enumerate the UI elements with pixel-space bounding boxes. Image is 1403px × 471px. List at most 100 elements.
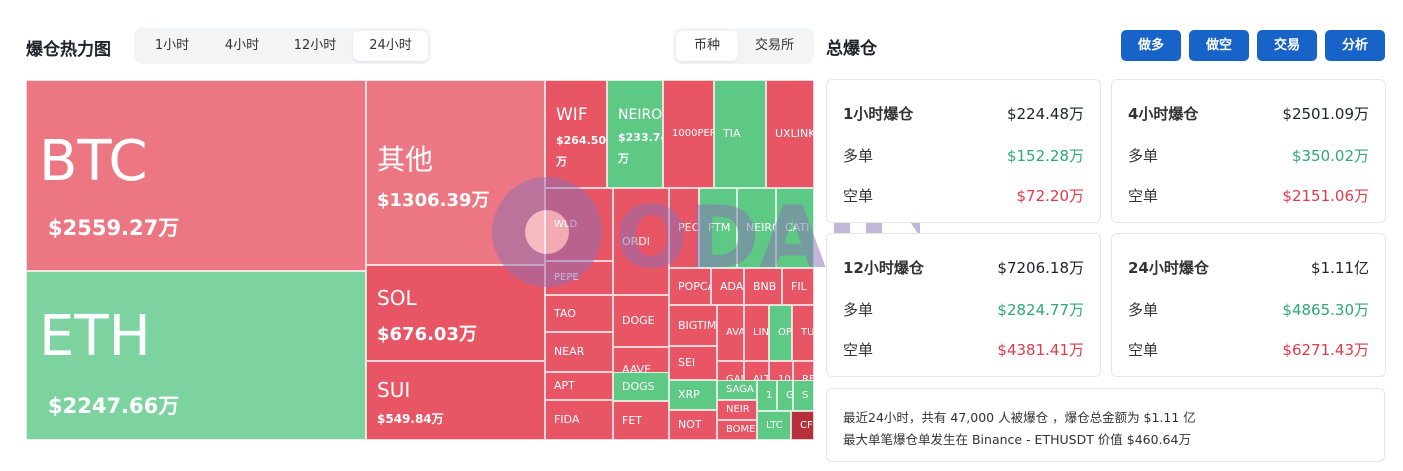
tile-neiro[interactable]: NEIRO — [737, 188, 776, 268]
tile-s[interactable]: S — [793, 380, 814, 411]
tile-symbol: NEIR — [726, 404, 750, 415]
tile-amount: $2247.66万 — [48, 394, 180, 418]
tab-1h[interactable]: 1小时 — [154, 38, 190, 53]
tile-1[interactable]: 1 — [757, 380, 777, 411]
long-value: $152.28万 — [1006, 147, 1084, 165]
tile-symbol: BOME — [726, 424, 756, 435]
tile-cfx[interactable]: CFX — [791, 411, 814, 440]
tile-ada[interactable]: ADA — [711, 268, 744, 305]
tile-other[interactable]: 其他 $1306.39万 — [366, 80, 545, 265]
liquidation-treemap: BTC $2559.27万 ETH $2247.66万 其他 $1306.39万… — [26, 80, 814, 440]
tile-symbol: XRP — [678, 388, 700, 401]
tile-amount: $549.84万 — [377, 412, 444, 426]
tile-wld[interactable]: WLD — [545, 188, 613, 261]
tile-g[interactable]: G — [777, 380, 793, 411]
tile-symbol: NEAR — [554, 345, 585, 358]
tile-uxlink[interactable]: UXLINK — [766, 80, 814, 188]
tile-symbol: WLD — [554, 219, 578, 230]
tile-bome[interactable]: BOME — [717, 420, 757, 440]
tile-op[interactable]: OP — [769, 305, 792, 361]
tile-ltc[interactable]: LTC — [757, 411, 791, 440]
tile-amount: $233.74 — [618, 131, 662, 144]
tile-sol[interactable]: SOL $676.03万 — [366, 265, 545, 361]
tile-symbol: GALA — [726, 374, 743, 385]
tile-symbol: LTC — [766, 420, 783, 431]
tile-amount-unit: 万 — [556, 155, 567, 168]
tile-bigtime[interactable]: BIGTIME — [669, 305, 717, 346]
tile-symbol: APT — [554, 379, 575, 392]
tile-sei[interactable]: SEI — [669, 346, 717, 380]
tile-not[interactable]: NOT — [669, 410, 717, 440]
tile-apt[interactable]: APT — [545, 372, 613, 400]
tile-symbol: TURBO — [801, 327, 814, 338]
tile-symbol: 1 — [766, 390, 773, 401]
tile-saga[interactable]: SAGA — [717, 380, 757, 400]
tile-ftm[interactable]: FTM — [699, 188, 737, 268]
tab-12h[interactable]: 12小时 — [293, 38, 337, 53]
trade-button[interactable]: 交易 — [1257, 30, 1317, 61]
tile-doge[interactable]: DOGE — [613, 295, 669, 347]
tile-symbol: PEOPLE — [678, 221, 699, 234]
tile-symbol: 其他 — [377, 143, 434, 176]
tab-4h[interactable]: 4小时 — [224, 38, 260, 53]
tab-exchange[interactable]: 交易所 — [754, 38, 794, 53]
tile-neiro[interactable]: NEIRO $233.74 万 — [607, 80, 663, 188]
tile-symbol: ETH — [39, 304, 151, 369]
card-total: $1.11亿 — [1311, 259, 1369, 277]
tile-symbol: ALT — [753, 374, 768, 385]
tile-link[interactable]: LINK — [744, 305, 769, 361]
tile-symbol: CATI — [785, 221, 810, 234]
tile-1000pepe[interactable]: 1000PEPE — [663, 80, 714, 188]
tile-tia[interactable]: TIA — [714, 80, 766, 188]
tile-symbol: BIGTIME — [678, 319, 717, 332]
card-total: $2501.09万 — [1282, 105, 1369, 123]
tile-symbol: NOT — [678, 418, 702, 431]
long-value: $2824.77万 — [997, 301, 1084, 319]
tile-symbol: UXLINK — [775, 127, 814, 140]
tile-symbol: NEIRO — [746, 221, 775, 234]
tile-symbol: FTM — [708, 221, 731, 234]
tile-symbol: G — [786, 390, 793, 401]
tile-near[interactable]: NEAR — [545, 332, 613, 372]
tab-24h[interactable]: 24小时 — [353, 31, 428, 61]
tab-coin[interactable]: 币种 — [676, 31, 738, 61]
tile-symbol: DOGS — [622, 380, 655, 393]
tile-fet[interactable]: FET — [613, 401, 669, 440]
tile-xrp[interactable]: XRP — [669, 380, 717, 410]
tile-dogs[interactable]: DOGS — [613, 372, 669, 401]
card-total: $7206.18万 — [997, 259, 1084, 277]
tile-eth[interactable]: ETH $2247.66万 — [26, 271, 366, 440]
tile-symbol: 10 — [778, 374, 791, 385]
analysis-button[interactable]: 分析 — [1325, 30, 1385, 61]
card-4h: 4小时爆仓 $2501.09万 多单 $350.02万 空单 $2151.06万 — [1111, 79, 1386, 223]
tile-sui[interactable]: SUI $549.84万 — [366, 361, 545, 440]
tile-symbol: LINK — [753, 327, 769, 338]
tile-symbol: RE — [802, 374, 813, 385]
tile-pepe[interactable]: PEPE — [545, 261, 613, 295]
tile-cati[interactable]: CATI — [776, 188, 814, 268]
time-range-tabs: 1小时 4小时 12小时 24小时 — [134, 28, 431, 64]
tile-fil[interactable]: FIL — [782, 268, 814, 305]
group-by-tabs: 币种 交易所 — [673, 28, 814, 64]
tile-popcat[interactable]: POPCAT — [669, 268, 711, 305]
tile-amount: $264.50 — [556, 134, 607, 147]
short-label: 空单 — [1128, 187, 1159, 205]
short-value: $6271.43万 — [1282, 341, 1369, 359]
tile-symbol: CFX — [800, 420, 813, 431]
tile-turbo[interactable]: TURBO — [792, 305, 814, 361]
tile-symbol: S — [802, 390, 809, 401]
tile-people[interactable]: PEOPLE — [669, 188, 699, 268]
long-button[interactable]: 做多 — [1121, 30, 1181, 61]
tile-bnb[interactable]: BNB — [744, 268, 782, 305]
short-button[interactable]: 做空 — [1189, 30, 1249, 61]
tile-btc[interactable]: BTC $2559.27万 — [26, 80, 366, 271]
tile-tao[interactable]: TAO — [545, 295, 613, 332]
tile-fida[interactable]: FIDA — [545, 400, 613, 440]
tile-symbol: TAO — [554, 307, 576, 320]
tile-neir[interactable]: NEIR — [717, 400, 757, 420]
card-title: 24小时爆仓 — [1128, 259, 1209, 277]
liquidation-info-box: 最近24小时，共有 47,000 人被爆仓 ，爆仓总金额为 $1.11 亿 最大… — [826, 388, 1385, 462]
tile-wif[interactable]: WIF $264.50 万 — [545, 80, 607, 188]
tile-avax[interactable]: AVAX — [717, 305, 744, 361]
tile-ordi[interactable]: ORDI — [613, 188, 669, 295]
